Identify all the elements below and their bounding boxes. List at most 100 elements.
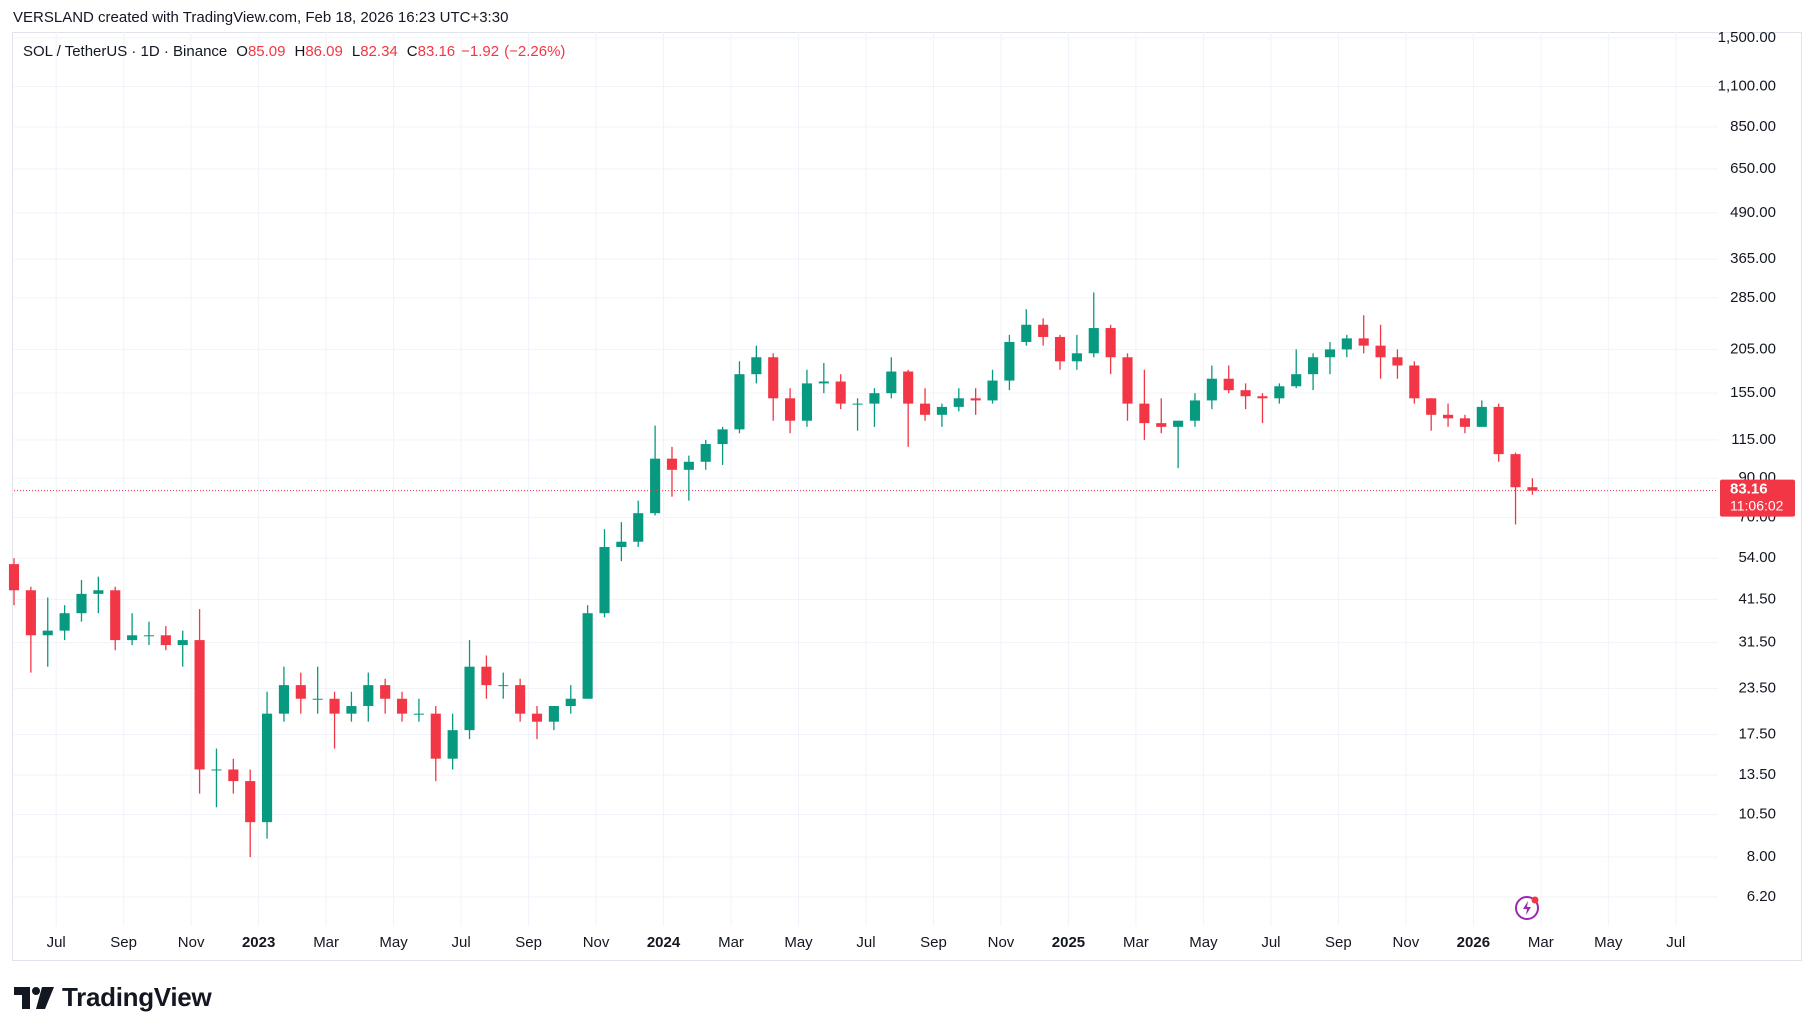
candle-body (1071, 353, 1082, 362)
candle-body (93, 590, 104, 594)
price-tag-value: 83.16 (1730, 481, 1768, 498)
candle-body (1442, 414, 1454, 419)
alert-dot[interactable] (1531, 896, 1539, 904)
candle-body (548, 706, 559, 722)
candle-body (160, 635, 171, 646)
candle-body (717, 429, 728, 445)
ohlc-value: 83.16 (417, 43, 456, 60)
x-tick-label: Nov (178, 934, 205, 951)
candle-body (329, 698, 340, 714)
logo-icon[interactable] (14, 986, 54, 1009)
y-tick-label: 850.00 (1730, 118, 1776, 135)
candle-body (481, 666, 492, 686)
x-tick-label: Nov (988, 934, 1015, 951)
candle-body (818, 381, 829, 384)
price-tag (1720, 479, 1795, 517)
candle-body (396, 698, 408, 714)
x-tick-label: Jul (47, 934, 66, 951)
candle-body (1375, 345, 1386, 358)
candle-body (801, 383, 813, 421)
candle-body (1510, 454, 1521, 488)
candle-body (228, 769, 239, 782)
change: −1.92 (461, 43, 500, 60)
x-tick-label: Mar (718, 934, 744, 951)
x-tick-label: May (784, 934, 813, 951)
x-tick-label: Sep (110, 934, 137, 951)
x-tick-label: Jul (1261, 934, 1280, 951)
y-tick-label: 13.50 (1738, 766, 1776, 783)
x-tick-label: May (379, 934, 408, 951)
candle-body (1257, 396, 1268, 399)
candle-body (1341, 338, 1352, 350)
candle-body (1493, 406, 1504, 455)
candle-body (413, 713, 424, 715)
y-tick-label: 31.50 (1738, 634, 1776, 651)
candle-body (1324, 349, 1336, 358)
candle-body (565, 698, 576, 707)
candle-body (650, 458, 661, 514)
candle-body (734, 374, 745, 430)
candle-body (852, 403, 863, 405)
candle-body (1105, 328, 1116, 358)
candle-body (515, 685, 526, 714)
logo-text[interactable]: TradingView (62, 982, 212, 1012)
y-tick-label: 8.00 (1747, 848, 1776, 865)
candle-body (835, 381, 846, 404)
x-tick-label: Mar (313, 934, 339, 951)
alert-bolt[interactable] (1523, 901, 1531, 915)
candle-body (633, 513, 644, 542)
x-tick-label: May (1594, 934, 1623, 951)
candle-body (1038, 324, 1049, 337)
candle-body (1054, 336, 1066, 362)
candle-body (869, 393, 880, 404)
candle-body (1459, 418, 1470, 427)
y-tick-label: 285.00 (1730, 289, 1776, 306)
legend: SOL / TetherUS · 1D · Binance O 85.09 H 86… (23, 43, 565, 60)
candle-body (531, 713, 543, 722)
x-tick-label: Jul (856, 934, 875, 951)
candle-body (346, 706, 357, 714)
x-tick-label: Jul (451, 934, 470, 951)
candle-body (666, 458, 678, 470)
ohlc-value: 85.09 (247, 43, 286, 60)
y-tick-label: 115.00 (1731, 431, 1776, 448)
candle-body (262, 713, 273, 823)
candle-body (616, 541, 627, 548)
candle-body (1156, 423, 1167, 427)
candle-body (363, 685, 374, 707)
y-tick-label: 10.50 (1738, 805, 1776, 822)
candle-body (447, 730, 458, 759)
candle-body (953, 398, 964, 407)
x-tick-label: 2023 (242, 934, 275, 951)
candle-body (1223, 378, 1234, 391)
alert-icon[interactable] (1515, 896, 1539, 920)
symbol: SOL / TetherUS · 1D · Binance (23, 43, 228, 60)
candle-body (1088, 328, 1099, 354)
ohlc-label: H (294, 43, 306, 60)
y-tick-label: 6.20 (1747, 888, 1776, 905)
candle-body (76, 593, 87, 614)
candle-body (1358, 338, 1369, 346)
candle-body (1189, 400, 1201, 421)
candle-body (903, 371, 914, 404)
candle-body (110, 590, 121, 641)
x-tick-label: Sep (1325, 934, 1352, 951)
candle-body (919, 403, 931, 415)
candle-body (1291, 374, 1302, 387)
logo[interactable]: TradingView (14, 982, 212, 1013)
candle-body (1122, 357, 1133, 404)
candle-body (1173, 420, 1184, 427)
y-tick-label: 155.00 (1730, 384, 1776, 401)
candle-body (987, 380, 998, 401)
candle-body (700, 444, 711, 462)
x-tick-label: Mar (1123, 934, 1149, 951)
y-tick-label: 205.00 (1730, 340, 1776, 357)
candle-body (127, 635, 138, 641)
x-tick-label: 2025 (1052, 934, 1085, 951)
x-tick-label: 2026 (1457, 934, 1490, 951)
y-tick-label: 54.00 (1738, 549, 1776, 566)
chart-frame (12, 32, 1802, 961)
candle-body (1004, 341, 1015, 381)
candle-body (1308, 357, 1319, 375)
x-tick-label: Nov (1393, 934, 1420, 951)
